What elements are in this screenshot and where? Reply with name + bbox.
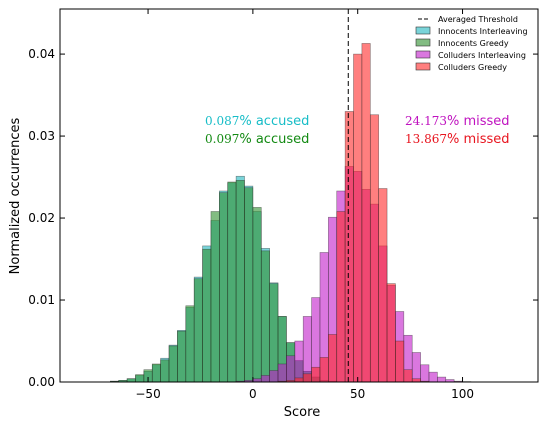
legend-item-innocents-greedy: Innocents Greedy [415, 38, 509, 48]
legend-swatch-icon [415, 38, 431, 47]
legend-label: Colluders Greedy [438, 63, 507, 72]
histogram-bar [252, 207, 262, 383]
legend-label: Innocents Interleaving [438, 27, 528, 36]
legend-item-threshold: Averaged Threshold [418, 15, 518, 24]
annotation-suffix: % accused [239, 132, 309, 147]
histogram-bar [219, 192, 229, 383]
histogram-bar [437, 376, 447, 383]
histogram-bar [386, 283, 396, 383]
histogram-bar [260, 250, 270, 383]
histogram-bar [260, 375, 270, 383]
y-tick-label: 0.02 [28, 211, 55, 225]
histogram-bar [160, 359, 170, 383]
y-axis-label: Normalized occurrences [8, 117, 23, 274]
histogram-bar [353, 53, 363, 383]
annotation-innocents-interleaving: 0.087% accused [205, 114, 309, 129]
histogram-bar [244, 187, 254, 383]
histogram-bar [269, 283, 279, 383]
plot-frame [59, 8, 539, 383]
histogram-bar [277, 363, 287, 383]
legend-item-innocents-interleaving: Innocents Interleaving [415, 26, 528, 36]
annotation-value: 0.087 [205, 114, 239, 128]
annotation-value: 13.867 [405, 132, 447, 146]
histogram-bar [193, 278, 203, 383]
series-colluders-greedy [277, 43, 438, 383]
histogram-bar [227, 181, 237, 383]
legend-swatch-icon [415, 26, 431, 35]
x-tick-label: 100 [451, 387, 474, 401]
svg-text:0.097% accused: 0.097% accused [205, 132, 309, 147]
legend-label: Innocents Greedy [438, 39, 509, 48]
histogram-bar [135, 374, 145, 383]
legend-swatch-icon [415, 62, 431, 71]
histogram-bar [336, 211, 346, 383]
y-tick-label: 0.04 [28, 47, 55, 61]
histogram-bar [420, 364, 430, 383]
legend-label: Colluders Interleaving [438, 51, 526, 60]
histogram-bar [269, 370, 279, 383]
histogram-bar [369, 114, 379, 383]
histogram-bar [286, 355, 296, 383]
histogram-bar [395, 340, 405, 383]
histogram-bar [319, 357, 329, 383]
x-tick-label: 0 [249, 387, 257, 401]
x-tick-label: 50 [350, 387, 365, 401]
svg-text:24.173% missed: 24.173% missed [405, 114, 510, 129]
histogram-bar [311, 366, 321, 383]
annotation-innocents-greedy: 0.097% accused [205, 132, 309, 147]
histogram-bar [294, 340, 304, 383]
legend-item-colluders-greedy: Colluders Greedy [415, 62, 507, 72]
histogram-bar [235, 180, 245, 383]
x-tick-label: −50 [135, 387, 160, 401]
legend-label: Averaged Threshold [438, 15, 518, 24]
histogram-bar [361, 43, 371, 383]
histogram-bars [110, 43, 480, 383]
histogram-bar [411, 352, 421, 383]
x-axis-label: Score [284, 405, 320, 420]
histogram-bar [168, 345, 178, 383]
annotation-suffix: % missed [447, 132, 510, 147]
histogram-bar [344, 111, 354, 383]
y-tick-label: 0.03 [28, 129, 55, 143]
histogram-bar [302, 373, 312, 383]
axis-ticks: −50 0 50 100 0.00 0.01 0.02 0.03 0.04 [28, 9, 538, 401]
histogram-bar [403, 369, 413, 383]
legend: Averaged Threshold Innocents Interleavin… [415, 15, 528, 72]
annotation-colluders-greedy: 13.867% missed [405, 132, 510, 147]
histogram-bar [302, 316, 312, 383]
histogram-bar [428, 371, 438, 383]
y-tick-label: 0.00 [28, 375, 55, 389]
histogram-bar [151, 363, 161, 383]
annotation-suffix: % missed [447, 114, 510, 129]
histogram-bar [378, 188, 388, 383]
annotation-value: 0.097 [205, 132, 239, 146]
histogram-bar [210, 211, 220, 383]
svg-text:0.087% accused: 0.087% accused [205, 114, 309, 129]
y-tick-label: 0.01 [28, 293, 55, 307]
annotation-colluders-interleaving: 24.173% missed [405, 114, 510, 129]
histogram-bar [177, 330, 187, 383]
annotation-value: 24.173 [405, 114, 447, 128]
histogram-bar [202, 248, 212, 383]
annotation-suffix: % accused [239, 114, 309, 129]
svg-text:13.867% missed: 13.867% missed [405, 132, 510, 147]
histogram-bar [294, 377, 304, 383]
histogram-bar [328, 334, 338, 383]
legend-swatch-icon [415, 50, 431, 59]
legend-item-colluders-interleaving: Colluders Interleaving [415, 50, 526, 60]
histogram-bar [185, 305, 195, 383]
